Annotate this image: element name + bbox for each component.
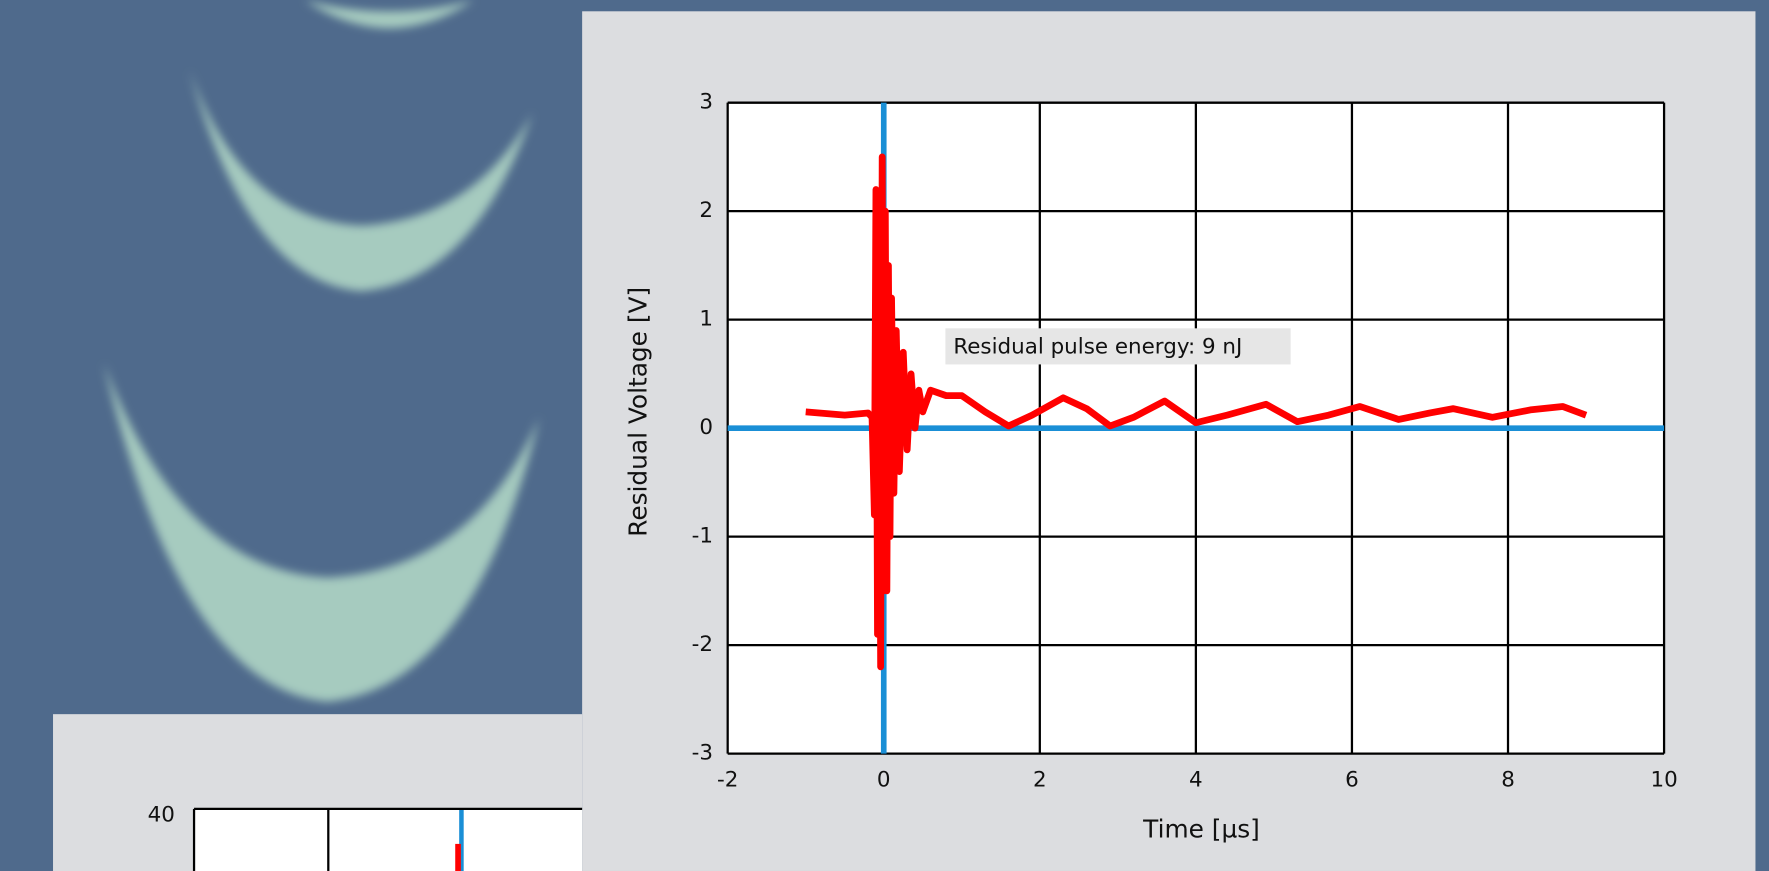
y-tick-label: 3: [699, 90, 713, 115]
trace: [805, 153, 1588, 671]
y-tick-label: -3: [692, 741, 713, 766]
secondary-plot: [194, 808, 583, 871]
x-tick-label: 2: [1033, 768, 1047, 793]
y-tick-label: 1: [699, 307, 713, 332]
y-axis-label: Residual Voltage [V]: [624, 287, 653, 537]
y-tick-label: 40: [148, 803, 175, 828]
x-tick-label: 4: [1189, 768, 1203, 793]
x-tick-label: -2: [717, 768, 738, 793]
y-tick-label: -1: [692, 524, 713, 549]
y-tick-label: 2: [699, 198, 713, 223]
y-tick-label: 0: [699, 415, 713, 440]
x-tick-label: 10: [1650, 768, 1677, 793]
x-axis-label: Time [µs]: [1142, 814, 1260, 843]
y-tick-label: -2: [692, 632, 713, 657]
x-tick-label: 6: [1345, 768, 1359, 793]
annotation-box: [945, 328, 1291, 365]
x-tick-label: 8: [1501, 768, 1515, 793]
annotation: Residual pulse energy: 9 nJ: [953, 335, 1242, 360]
background-crescents: [103, 0, 540, 702]
x-tick-label: 0: [877, 768, 891, 793]
